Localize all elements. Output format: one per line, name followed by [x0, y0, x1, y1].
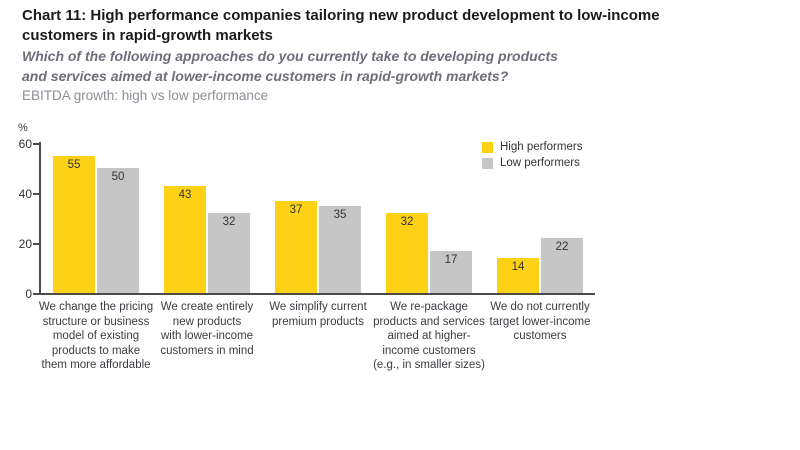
x-axis-line: [39, 293, 595, 295]
legend-swatch-icon: [482, 157, 493, 169]
y-tick-label: 40: [18, 187, 32, 201]
category-label: We simplify current premium products: [269, 301, 367, 328]
bar-low-performers: [319, 205, 361, 293]
bar-high-performers: [275, 200, 317, 293]
bar-value-label: 32: [222, 216, 236, 228]
bar-high-performers: [497, 258, 539, 293]
y-tick-mark: [33, 193, 39, 195]
legend-label: High performers: [500, 141, 583, 153]
bar-value-label: 32: [400, 216, 414, 228]
survey-question-line-1: Which of the following approaches do you…: [22, 48, 558, 64]
y-tick-mark: [33, 293, 39, 295]
category-label: We re-package products and services aime…: [373, 301, 485, 371]
bar-value-label: 35: [333, 208, 347, 221]
category-label: We change the pricing structure or busin…: [38, 301, 154, 371]
bar-value-label: 50: [111, 171, 125, 183]
survey-question-line-2: and services aimed at lower-income custo…: [22, 68, 509, 84]
legend-swatch-icon: [482, 141, 493, 153]
chart-header: Chart 11: High performance companies tai…: [22, 6, 660, 106]
y-axis-unit-label: %: [18, 122, 28, 134]
chart-note: EBITDA growth: high vs low performance: [22, 88, 269, 103]
bar-low-performers: [208, 213, 250, 293]
legend-label: Low performers: [500, 157, 580, 169]
chart-legend: High performers Low performers: [482, 139, 582, 171]
legend-row: High performers: [482, 139, 582, 155]
bar-low-performers: [430, 250, 472, 293]
chart-title-line-1: Chart 11: High performance companies tai…: [22, 7, 660, 24]
y-tick-mark: [33, 143, 39, 145]
category-label: We do not currently target lower-income …: [489, 301, 591, 342]
bar-low-performers: [541, 238, 583, 293]
bar-value-label: 43: [178, 188, 192, 201]
bar-high-performers: [164, 185, 206, 293]
y-tick-label: 20: [18, 237, 32, 251]
bar-value-label: 22: [555, 241, 569, 253]
legend-row: Low performers: [482, 155, 582, 171]
bar-low-performers: [97, 168, 139, 293]
bar-value-label: 37: [289, 203, 303, 216]
y-tick-mark: [33, 243, 39, 245]
bar-value-label: 14: [511, 261, 525, 273]
bar-value-label: 17: [444, 253, 458, 266]
y-tick-label: 60: [18, 137, 32, 151]
bar-value-label: 55: [67, 158, 81, 171]
bar-high-performers: [386, 213, 428, 293]
chart-title-line-2: customers in rapid-growth markets: [22, 27, 273, 44]
y-axis-line: [39, 142, 41, 295]
y-tick-label: 0: [25, 287, 32, 301]
bar-high-performers: [53, 155, 95, 293]
category-label: We create entirely new products with low…: [160, 301, 254, 357]
